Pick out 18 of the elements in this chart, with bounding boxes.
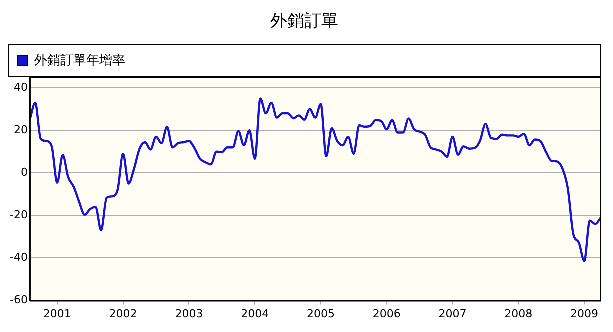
x-tick-label: 2004 <box>241 307 270 320</box>
line-series <box>30 98 601 262</box>
x-tick-label: 2002 <box>109 307 138 320</box>
y-tick-label: -20 <box>10 208 28 222</box>
y-tick-label: 0 <box>20 166 28 179</box>
y-tick-label: 20 <box>14 123 28 136</box>
x-tick-label: 2007 <box>438 307 467 320</box>
chart-title: 外銷訂單 <box>270 12 338 32</box>
x-tick-label: 2003 <box>175 307 204 320</box>
y-tick-label: -40 <box>10 251 28 264</box>
y-tick-label: 40 <box>14 80 28 94</box>
x-tick-label: 2008 <box>504 307 533 320</box>
x-tick-label: 2005 <box>306 307 335 320</box>
x-tick-label: 2001 <box>43 307 72 320</box>
legend-label: 外銷訂單年增率 <box>34 52 126 68</box>
x-tick-label: 2006 <box>372 307 401 320</box>
x-tick-label: 2009 <box>570 307 599 320</box>
y-tick-label: -60 <box>10 294 28 307</box>
